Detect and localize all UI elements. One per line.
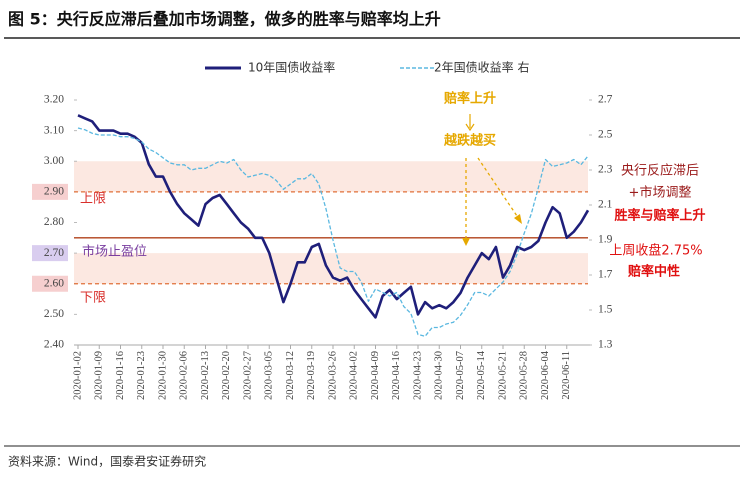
y-tick-label: 2.90 [44,186,64,198]
y2-tick-label: 2.5 [598,129,613,141]
x-tick-label: 2020-04-30 [434,351,445,400]
annotation: +市场调整 [629,185,692,201]
legend-label: 10年国债收益率 [248,60,335,75]
y-tick-label: 2.60 [44,277,64,289]
x-tick-label: 2020-01-30 [157,351,168,400]
arrow [477,157,520,220]
x-tick-label: 2020-01-09 [94,351,105,400]
arrow-head [465,123,475,132]
y-tick-label: 2.80 [44,216,64,228]
series-line [77,127,589,337]
x-tick-label: 2020-03-12 [285,351,296,400]
y2-tick-label: 1.7 [598,269,613,281]
tick-highlight [32,183,68,200]
series-line [77,114,590,319]
y-tick-label: 2.40 [44,339,64,351]
y2-tick-label: 1.5 [598,304,613,316]
y2-tick-label: 2.7 [598,94,613,106]
x-tick-label: 2020-02-06 [179,351,190,400]
tick-highlight [32,245,68,262]
x-tick-label: 2020-05-07 [455,351,466,400]
x-tick-label: 2020-01-02 [72,351,83,400]
y2-tick-label: 2.3 [598,164,613,176]
x-tick-label: 2020-02-13 [200,351,211,400]
x-tick-label: 2020-05-28 [519,351,530,400]
x-tick-label: 2020-01-23 [136,351,147,400]
x-tick-label: 2020-04-09 [370,351,381,400]
x-tick-label: 2020-01-16 [115,351,126,400]
legend-label: 2年国债收益率 右 [434,60,529,75]
x-tick-label: 2020-04-02 [349,351,360,400]
tick-highlight [32,275,68,292]
annotation: 央行反应滞后 [621,163,699,179]
y2-tick-label: 1.3 [598,339,613,351]
annotation: 上周收盘2.75% [609,243,702,259]
source: 资料来源：Wind，国泰君安证券研究 [8,454,206,469]
y-tick-label: 2.50 [44,308,64,320]
x-tick-label: 2020-04-16 [391,351,402,400]
arrow-head [462,238,470,246]
y-tick-label: 2.70 [44,247,64,259]
y2-tick-label: 2.1 [598,199,613,211]
x-tick-label: 2020-02-27 [242,351,253,400]
x-tick-label: 2020-05-21 [497,351,508,400]
annotation: 上限 [80,192,106,207]
x-tick-label: 2020-04-23 [412,351,423,400]
x-tick-label: 2020-03-05 [264,351,275,400]
y-tick-label: 3.00 [44,155,64,167]
x-tick-label: 2020-02-20 [221,351,232,400]
chart-title: 图 5：央行反应滞后叠加市场调整，做多的胜率与赔率均上升 [8,10,441,29]
annotation: 市场止盈位 [82,244,147,260]
x-tick-label: 2020-03-26 [327,351,338,400]
x-tick-label: 2020-06-11 [561,351,572,400]
x-tick-label: 2020-05-14 [476,350,487,400]
annotation: 下限 [80,291,106,306]
annotation: 胜率与赔率上升 [614,208,705,224]
x-tick-label: 2020-03-19 [306,351,317,400]
x-tick-label: 2020-06-04 [540,350,551,400]
y-tick-label: 3.20 [44,94,64,106]
annotation: 赔率中性 [627,264,680,280]
y-tick-label: 3.10 [44,124,64,136]
arrow-head [514,214,522,224]
annotation: 赔率上升 [443,91,496,107]
annotation: 越跌越买 [443,133,496,149]
y2-tick-label: 1.9 [598,234,613,246]
